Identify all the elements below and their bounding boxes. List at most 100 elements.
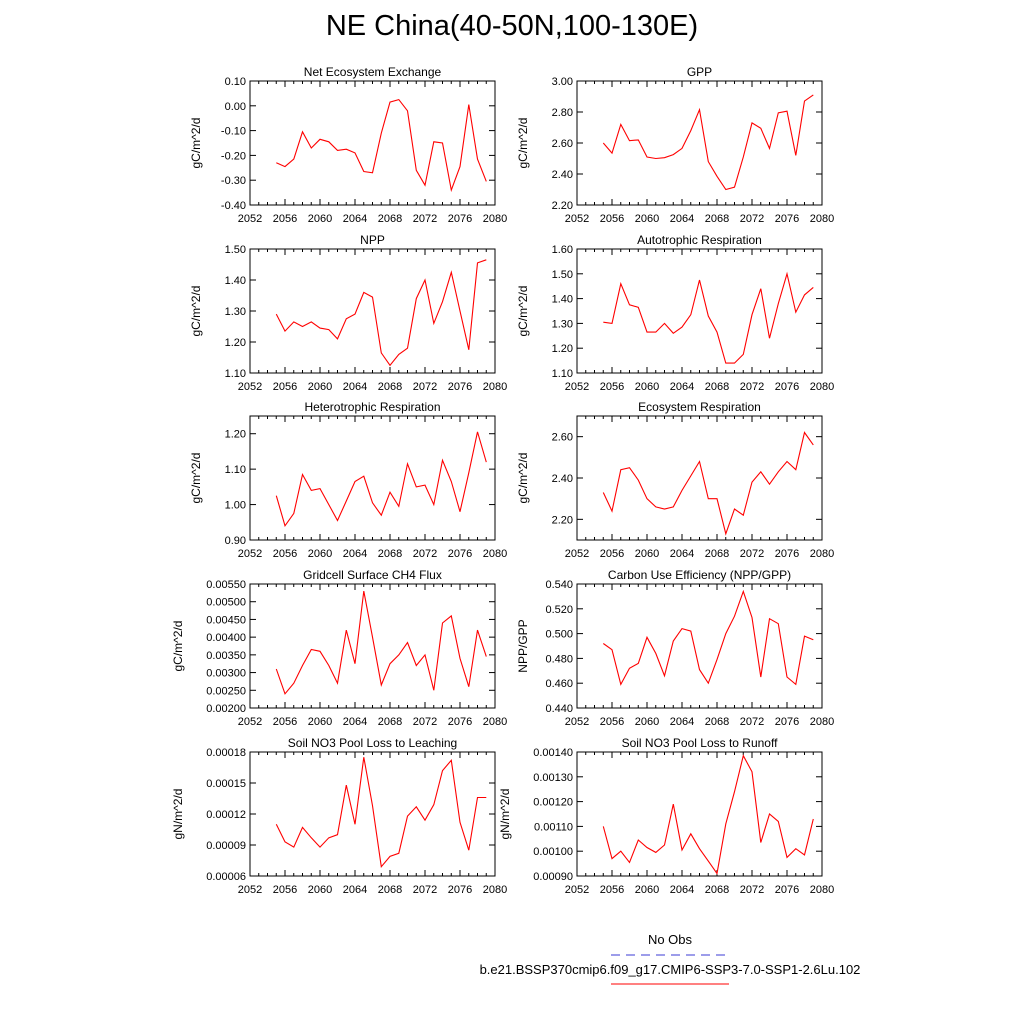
y-tick-label: 0.00130: [533, 772, 573, 784]
x-tick-label: 2080: [810, 884, 834, 896]
x-tick-label: 2056: [273, 213, 297, 225]
y-tick-label: 0.00: [225, 101, 246, 113]
y-tick-label: 0.00018: [206, 747, 246, 759]
x-tick-label: 2052: [565, 548, 589, 560]
x-tick-label: 2056: [600, 548, 624, 560]
x-tick-label: 2080: [483, 884, 507, 896]
panel-title: GPP: [687, 65, 712, 79]
y-tick-label: 0.00450: [206, 614, 246, 626]
y-tick-label: 0.00500: [206, 597, 246, 609]
plot-frame: [249, 583, 496, 709]
x-tick-label: 2072: [740, 548, 764, 560]
figure-title: NE China(40-50N,100-130E): [325, 10, 699, 42]
y-tick-label: 2.20: [552, 200, 573, 212]
series-line: [602, 754, 814, 875]
x-tick-label: 2072: [413, 884, 437, 896]
x-tick-label: 2076: [448, 716, 472, 728]
x-tick-label: 2056: [273, 716, 297, 728]
x-tick-label: 2072: [740, 716, 764, 728]
y-tick-label: 1.10: [225, 464, 246, 476]
panel-title: Gridcell Surface CH4 Flux: [303, 568, 442, 582]
x-tick-label: 2068: [705, 381, 729, 393]
y-tick-label: 0.00006: [206, 871, 246, 883]
x-tick-label: 2068: [378, 716, 402, 728]
y-axis-label: gC/m^2/d: [189, 286, 203, 337]
y-tick-label: 0.00012: [206, 809, 246, 821]
x-tick-label: 2060: [635, 716, 659, 728]
x-tick-label: 2064: [670, 884, 694, 896]
x-tick-label: 2076: [775, 381, 799, 393]
y-tick-label: 1.30: [552, 318, 573, 330]
series-line: [275, 431, 487, 528]
x-tick-label: 2068: [378, 884, 402, 896]
y-tick-label: 0.00110: [534, 821, 573, 833]
x-tick-label: 2072: [413, 716, 437, 728]
y-tick-label: 0.540: [545, 579, 573, 591]
y-axis-label: gN/m^2/d: [171, 789, 185, 840]
x-tick-label: 2076: [448, 548, 472, 560]
x-tick-label: 2052: [238, 884, 262, 896]
x-tick-label: 2056: [273, 381, 297, 393]
series-line: [603, 271, 814, 364]
x-tick-label: 2052: [565, 381, 589, 393]
x-tick-label: 2064: [343, 548, 367, 560]
y-tick-label: 0.460: [545, 678, 573, 690]
x-tick-label: 2072: [740, 381, 764, 393]
x-tick-label: 2072: [413, 381, 437, 393]
y-axis-label: gC/m^2/d: [189, 453, 203, 504]
y-tick-label: 0.00200: [206, 703, 246, 715]
x-tick-label: 2060: [635, 884, 659, 896]
y-tick-label: 1.50: [225, 244, 246, 256]
x-tick-label: 2068: [705, 716, 729, 728]
x-tick-label: 2068: [378, 213, 402, 225]
panel-title: Carbon Use Efficiency (NPP/GPP): [608, 568, 791, 582]
x-tick-label: 2068: [705, 548, 729, 560]
x-tick-label: 2076: [448, 381, 472, 393]
x-tick-label: 2052: [238, 213, 262, 225]
x-tick-label: 2068: [705, 213, 729, 225]
panel-title: NPP: [360, 233, 385, 247]
y-tick-label: 0.00400: [206, 632, 246, 644]
plot-frame: [576, 80, 823, 206]
y-tick-label: 1.60: [552, 244, 573, 256]
x-tick-label: 2064: [670, 548, 694, 560]
y-tick-label: 1.40: [225, 275, 246, 287]
x-tick-label: 2076: [775, 716, 799, 728]
y-tick-label: 1.00: [225, 500, 246, 512]
x-tick-label: 2068: [378, 548, 402, 560]
plot-frame: [576, 415, 823, 541]
panel-title: Autotrophic Respiration: [637, 233, 762, 247]
y-tick-label: 0.00350: [206, 650, 246, 662]
x-tick-label: 2064: [670, 213, 694, 225]
panel-title: Soil NO3 Pool Loss to Leaching: [288, 736, 457, 750]
x-tick-label: 2072: [413, 213, 437, 225]
x-tick-label: 2064: [343, 213, 367, 225]
plot-frame: [576, 583, 823, 709]
series-line: [602, 589, 814, 686]
y-tick-label: 0.90: [225, 535, 246, 547]
y-tick-label: 0.00300: [206, 668, 246, 680]
x-tick-label: 2056: [600, 716, 624, 728]
legend-label-no-obs: No Obs: [647, 932, 693, 947]
y-tick-label: 1.40: [552, 294, 573, 306]
x-tick-label: 2060: [635, 381, 659, 393]
legend-label-run: b.e21.BSSP370cmip6.f09_g17.CMIP6-SSP3-7.…: [479, 962, 861, 977]
x-tick-label: 2068: [378, 381, 402, 393]
x-tick-label: 2052: [565, 213, 589, 225]
x-tick-label: 2056: [273, 548, 297, 560]
y-axis-label: gC/m^2/d: [516, 286, 530, 337]
y-tick-label: 1.50: [552, 269, 573, 281]
y-tick-label: 2.20: [552, 514, 573, 526]
y-tick-label: 0.520: [545, 604, 573, 616]
x-tick-label: 2076: [775, 548, 799, 560]
y-tick-label: 0.00100: [533, 846, 573, 858]
x-tick-label: 2080: [483, 548, 507, 560]
x-tick-label: 2080: [810, 548, 834, 560]
x-tick-label: 2068: [705, 884, 729, 896]
y-tick-label: 1.10: [552, 368, 573, 380]
y-tick-label: 1.20: [225, 337, 246, 349]
panel-title: Ecosystem Respiration: [638, 400, 761, 414]
plot-frame: [249, 80, 496, 206]
y-tick-label: -0.10: [221, 126, 246, 138]
series-line: [275, 590, 487, 695]
